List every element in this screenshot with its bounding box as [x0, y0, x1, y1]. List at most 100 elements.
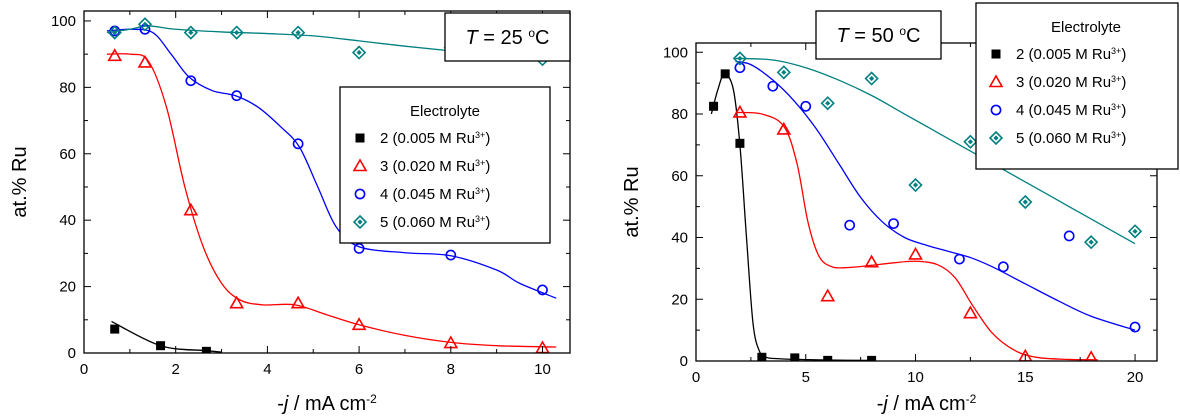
y-tick-label: 60 [671, 168, 688, 185]
fit-line-series-2 [111, 320, 222, 353]
legend-entry-4-part: 4 (0.045 M Ru [380, 186, 475, 203]
data-point-series-5-outline [963, 134, 978, 149]
legend-entry-5: 5 (0.060 M Ru3+) [1016, 130, 1126, 147]
temperature-annotation-part: T [466, 27, 480, 49]
data-point-series-5-core [737, 55, 743, 62]
legend-entry-5-part: ) [1121, 130, 1126, 147]
x-tick-label: 20 [1127, 369, 1144, 386]
data-point-series-5-outline [351, 45, 367, 60]
data-point-series-2 [156, 341, 166, 351]
fit-line-series-3 [735, 111, 1098, 361]
data-point-series-4 [231, 90, 243, 102]
legend-entry-3-part: 3 (0.020 M Ru [1016, 74, 1111, 91]
data-point-series-4 [185, 75, 197, 87]
legend-entry-4: 4 (0.045 M Ru3+) [380, 186, 490, 203]
series-group [709, 51, 1143, 361]
legend-marker-5-core [993, 135, 999, 141]
data-point-series-3 [290, 295, 306, 309]
y-tick-label: 100 [51, 13, 76, 30]
data-point-series-4 [292, 138, 304, 150]
legend-entry-5-part: 3+ [475, 214, 485, 224]
data-point-series-3 [183, 202, 199, 216]
data-point-series-5-core [1088, 239, 1094, 245]
x-tick-label: 5 [802, 369, 810, 386]
legend-box [975, 2, 1179, 170]
data-point-series-2 [110, 324, 120, 334]
fit-line-series-5 [735, 57, 1136, 245]
data-point-series-5 [732, 51, 748, 66]
legend-entry-4-part: 3+ [475, 186, 485, 196]
data-point-series-5-outline [908, 177, 923, 193]
data-point-series-5-core [295, 29, 301, 36]
legend-marker-4 [354, 188, 366, 200]
legend-entry-3-part: 3+ [475, 158, 485, 168]
fit-line-series-3 [106, 53, 557, 348]
data-point-series-3 [107, 48, 123, 62]
y-tick-label: 40 [671, 230, 688, 247]
legend-marker-5-core [357, 219, 363, 225]
legend-entry-4-part: 3+ [1111, 102, 1121, 112]
data-point-series-5-outline [864, 71, 879, 86]
data-point-series-5 [908, 177, 923, 193]
x-tick-label: 6 [355, 361, 363, 378]
y-tick-label: 0 [68, 345, 76, 362]
data-point-series-5 [963, 134, 978, 149]
data-point-series-2 [201, 346, 211, 353]
data-point-series-4 [445, 249, 457, 261]
data-point-series-5 [776, 65, 791, 80]
data-point-series-5 [820, 96, 835, 111]
x-axis-label-part: j [281, 393, 289, 415]
data-point-series-2 [867, 355, 877, 361]
data-point-series-5 [864, 71, 879, 86]
temperature-annotation: T = 25 oC [466, 26, 550, 49]
x-axis-label: -j / mA cm-2 [877, 392, 977, 415]
legend-entry-2-part: ) [1121, 46, 1126, 63]
data-point-series-2 [735, 138, 745, 148]
legend-marker-3 [988, 74, 1004, 88]
legend-marker-5 [988, 130, 1004, 146]
legend-entry-2-part: ) [485, 130, 490, 147]
data-point-series-4 [800, 100, 812, 112]
y-axis-label: at.% Ru [9, 146, 31, 217]
y-tick-label: 100 [663, 44, 688, 61]
temperature-annotation-part: C [906, 25, 920, 47]
data-point-series-5-core [912, 182, 919, 188]
data-point-series-3 [351, 317, 367, 331]
data-point-series-4 [954, 253, 965, 265]
data-point-series-5 [290, 25, 306, 40]
data-point-series-5-outline [820, 96, 835, 111]
data-point-series-5-outline [1084, 235, 1099, 250]
legend-entry-2-part: 2 (0.005 M Ru [1016, 46, 1111, 63]
data-point-series-5-core [781, 69, 787, 75]
x-tick-label: 0 [692, 369, 700, 386]
data-point-series-5-core [188, 29, 194, 36]
data-point-series-5-outline [107, 25, 122, 40]
data-point-series-3 [963, 305, 978, 319]
data-point-series-5-core [967, 139, 974, 145]
data-point-series-5 [351, 45, 367, 60]
y-tick-label: 80 [59, 79, 76, 96]
legend-entry-5-part: 3+ [1111, 130, 1121, 140]
data-point-series-5-outline [183, 25, 198, 40]
temperature-box [815, 10, 942, 60]
temperature-annotation-part: = 25 [478, 27, 529, 49]
data-point-series-5 [1084, 235, 1099, 250]
data-point-series-5-core [112, 29, 118, 36]
data-point-series-5 [183, 25, 198, 40]
x-tick-label: 2 [172, 361, 180, 378]
legend-title: Electrolyte [1051, 19, 1121, 36]
temperature-annotation: T = 50 oC [837, 24, 921, 47]
legend-entry-3-part: 3+ [1111, 74, 1121, 84]
data-point-series-5-outline [1127, 224, 1143, 239]
data-point-series-3 [732, 104, 748, 118]
legend-entry-2-part: 3+ [1111, 46, 1121, 56]
x-axis-label-part: -2 [366, 392, 377, 406]
x-axis-label-part: - [277, 393, 284, 415]
legend-box [339, 86, 551, 244]
temperature-box [444, 12, 571, 62]
legend-entry-3-part: 3 (0.020 M Ru [380, 158, 475, 175]
data-point-series-5-core [1022, 199, 1028, 205]
legend-entry-3-part: ) [485, 158, 490, 175]
